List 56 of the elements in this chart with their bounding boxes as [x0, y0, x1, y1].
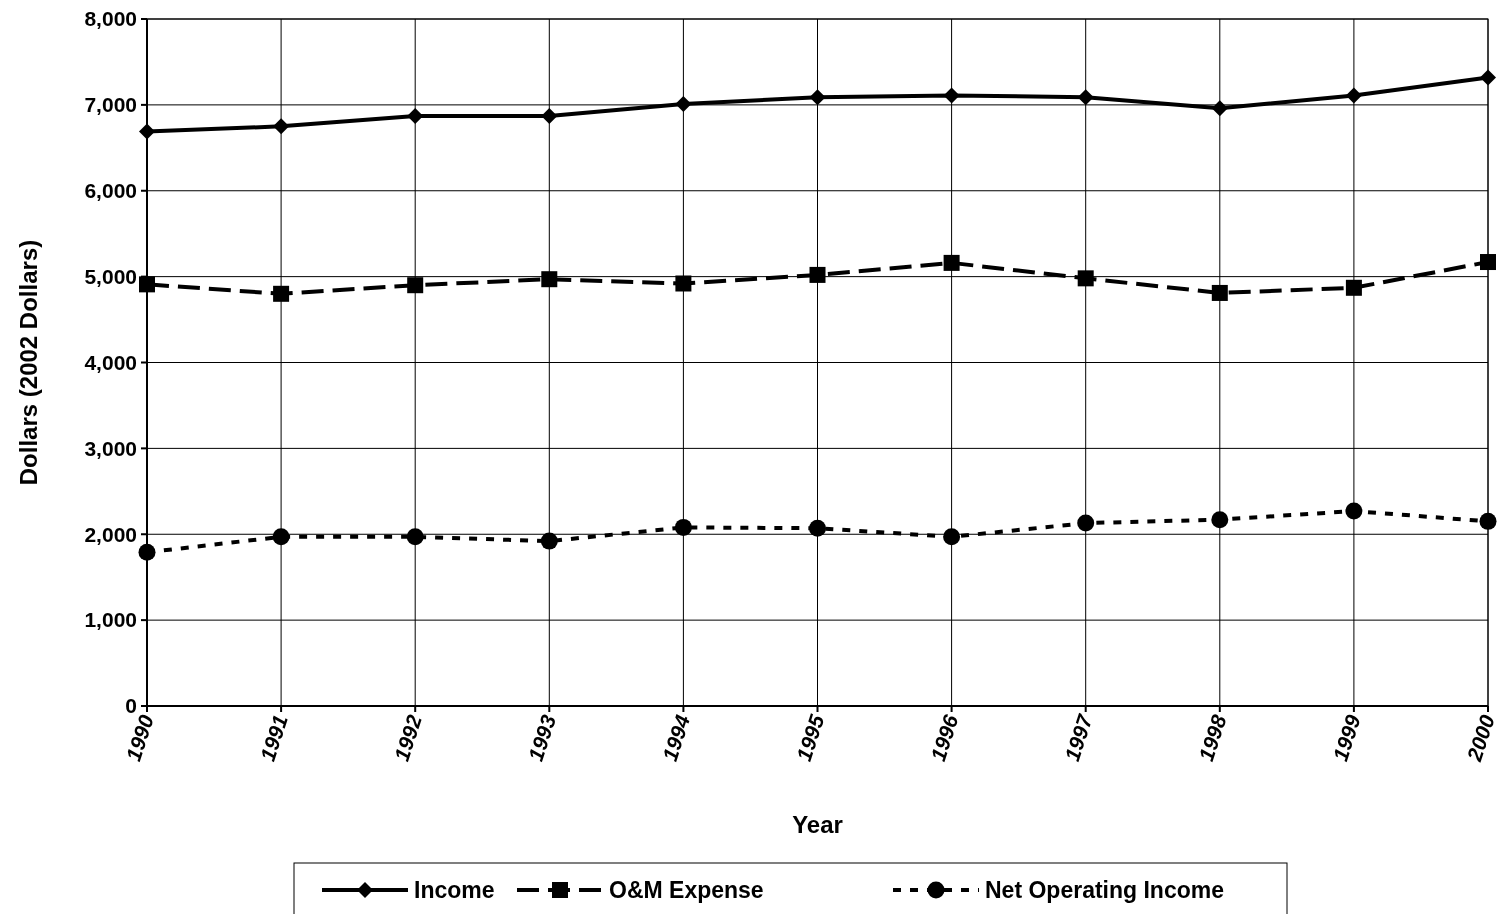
point: [809, 519, 826, 537]
point: [943, 87, 960, 104]
point: [1479, 512, 1497, 530]
point: [139, 276, 155, 293]
point: [1345, 87, 1362, 104]
point: [407, 277, 424, 294]
legend-label: O&M Expense: [609, 877, 764, 904]
y-tick-label: 2,000: [84, 522, 137, 546]
y-tick-label: 6,000: [84, 179, 137, 203]
point: [1077, 514, 1095, 532]
point: [675, 96, 692, 113]
point: [1345, 279, 1362, 296]
x-tick-label: 1993: [523, 711, 561, 764]
x-tick-label: 1999: [1328, 711, 1365, 764]
y-axis-title: Dollars (2002 Dollars): [15, 239, 42, 486]
point: [809, 266, 826, 283]
y-tick-label: 0: [125, 694, 137, 718]
y-tick-label: 8,000: [84, 7, 137, 31]
x-tick-label: 1992: [389, 711, 427, 764]
y-tick-label: 5,000: [84, 264, 137, 288]
point: [138, 543, 156, 561]
legend-label: Net Operating Income: [985, 877, 1224, 904]
x-tick-label: 1997: [1060, 710, 1097, 764]
point: [1077, 89, 1094, 106]
x-tick-label: 1991: [255, 712, 292, 764]
point: [273, 118, 290, 135]
legend-label: Income: [414, 877, 495, 904]
y-tick-label: 3,000: [84, 436, 137, 460]
point: [541, 271, 558, 288]
x-tick-label: 2000: [1462, 711, 1499, 765]
point: [809, 89, 826, 106]
point: [943, 528, 961, 546]
point: [273, 285, 290, 302]
x-tick-label: 1996: [926, 711, 963, 764]
y-tick-label: 1,000: [84, 608, 137, 632]
point: [1480, 254, 1496, 271]
point: [540, 532, 558, 550]
point: [675, 275, 692, 292]
y-tick-label: 7,000: [84, 93, 137, 117]
point: [943, 254, 960, 271]
x-tick-label: 1998: [1194, 711, 1231, 764]
point: [674, 518, 692, 536]
point: [1077, 270, 1094, 287]
point: [272, 528, 290, 546]
point: [1345, 502, 1363, 520]
x-tick-label: 1994: [657, 711, 695, 764]
point: [1480, 69, 1496, 86]
point: [1211, 100, 1228, 117]
point: [1211, 511, 1229, 529]
point: [541, 108, 558, 125]
point: [1211, 284, 1228, 301]
y-tick-label: 4,000: [84, 350, 137, 374]
x-axis-title: Year: [792, 811, 843, 838]
point: [406, 528, 424, 546]
point: [139, 123, 155, 140]
x-tick-label: 1995: [791, 711, 829, 764]
